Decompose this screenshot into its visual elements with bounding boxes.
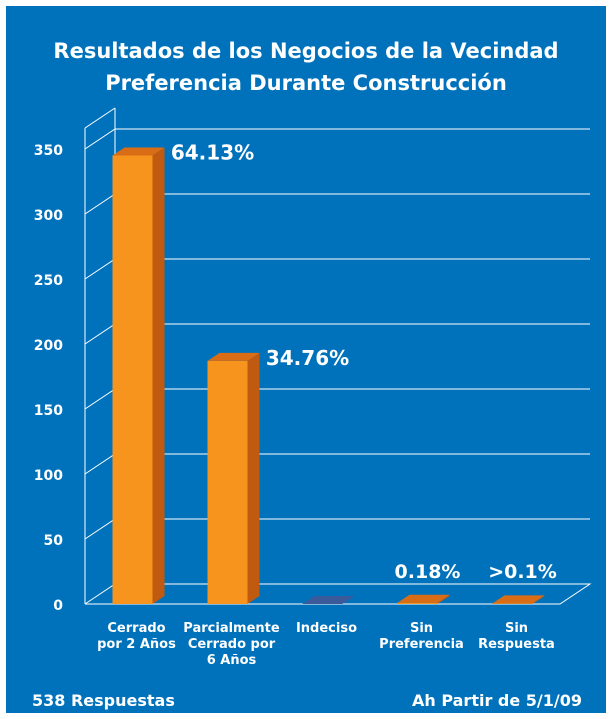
x-tick-label: Indeciso [296,621,357,636]
grid-line [84,128,590,150]
bar-side [247,352,260,604]
bar-side [152,147,165,604]
x-tick-label: Sin [410,621,433,636]
bar-front [492,603,533,604]
data-label: 34.76% [266,346,349,370]
x-tick-label: Cerrado [107,621,165,636]
y-tick-label: 200 [34,338,63,354]
bar [112,147,165,604]
y-tick-label: 300 [34,208,63,224]
y-tick-label: 350 [34,143,63,159]
y-tick-label: 100 [34,468,63,484]
x-tick-label: 6 Años [207,653,257,668]
bar-top [397,594,450,603]
bar-top [302,596,355,604]
bar [492,595,545,604]
footer-left: 538 Respuestas [32,691,175,710]
bar-top [112,147,165,156]
bar-top [207,352,260,361]
bar-front [397,602,438,604]
bar-top [492,595,545,604]
x-tick-label: Sin [505,621,528,636]
x-tick-label: Cerrado por [188,637,276,652]
bar-front [112,155,153,604]
data-label: 64.13% [171,141,254,165]
y-tick-label: 250 [34,273,63,289]
y-axis-slant [84,107,116,129]
chart-title: Resultados de los Negocios de la Vecinda… [53,39,558,63]
bar-side [437,594,450,604]
x-tick-label: Parcialmente [183,621,280,636]
bar-front [207,360,248,604]
bar [207,352,260,604]
x-tick-label: por 2 Años [97,637,176,652]
chart-title: Preferencia Durante Construcción [105,71,507,95]
x-tick-label: Respuesta [478,637,555,652]
footer-right: Ah Partir de 5/1/09 [412,691,582,710]
data-label: >0.1% [488,561,557,583]
bar [302,596,355,604]
data-label: 0.18% [395,561,461,583]
bar-side [532,595,545,604]
bar [397,594,450,604]
x-tick-label: Preferencia [379,637,464,652]
background [6,6,606,713]
y-tick-label: 0 [53,598,63,614]
y-tick-label: 50 [44,533,64,549]
y-tick-label: 150 [34,403,63,419]
